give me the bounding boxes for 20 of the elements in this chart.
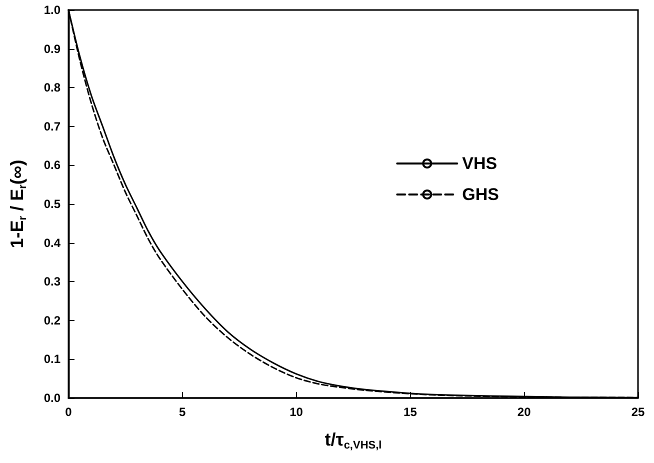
x-tick-label: 5 xyxy=(179,405,186,419)
y-tick-label: 0.3 xyxy=(44,274,61,289)
y-tick-label: 0.5 xyxy=(44,197,61,211)
y-tick-label: 1.0 xyxy=(44,3,61,17)
x-tick-label: 10 xyxy=(290,405,304,419)
y-tick-label: 0.6 xyxy=(44,158,61,172)
x-tick-label: 0 xyxy=(65,405,72,419)
y-tick-label: 0.2 xyxy=(44,313,61,328)
y-tick-label: 0.0 xyxy=(44,391,61,405)
legend-label: GHS xyxy=(462,185,500,204)
y-tick-label: 0.8 xyxy=(44,80,61,95)
y-tick-label: 0.1 xyxy=(44,352,61,366)
x-tick-label: 20 xyxy=(517,405,532,419)
y-tick-label: 0.4 xyxy=(44,236,61,250)
x-tick-label: 15 xyxy=(404,405,418,419)
y-tick-label: 0.7 xyxy=(44,119,61,134)
y-axis-title: 1-Er / Er(∞) xyxy=(7,160,29,248)
x-tick-label: 25 xyxy=(631,405,645,419)
y-tick-label: 0.9 xyxy=(44,42,61,56)
legend-label: VHS xyxy=(462,154,498,173)
